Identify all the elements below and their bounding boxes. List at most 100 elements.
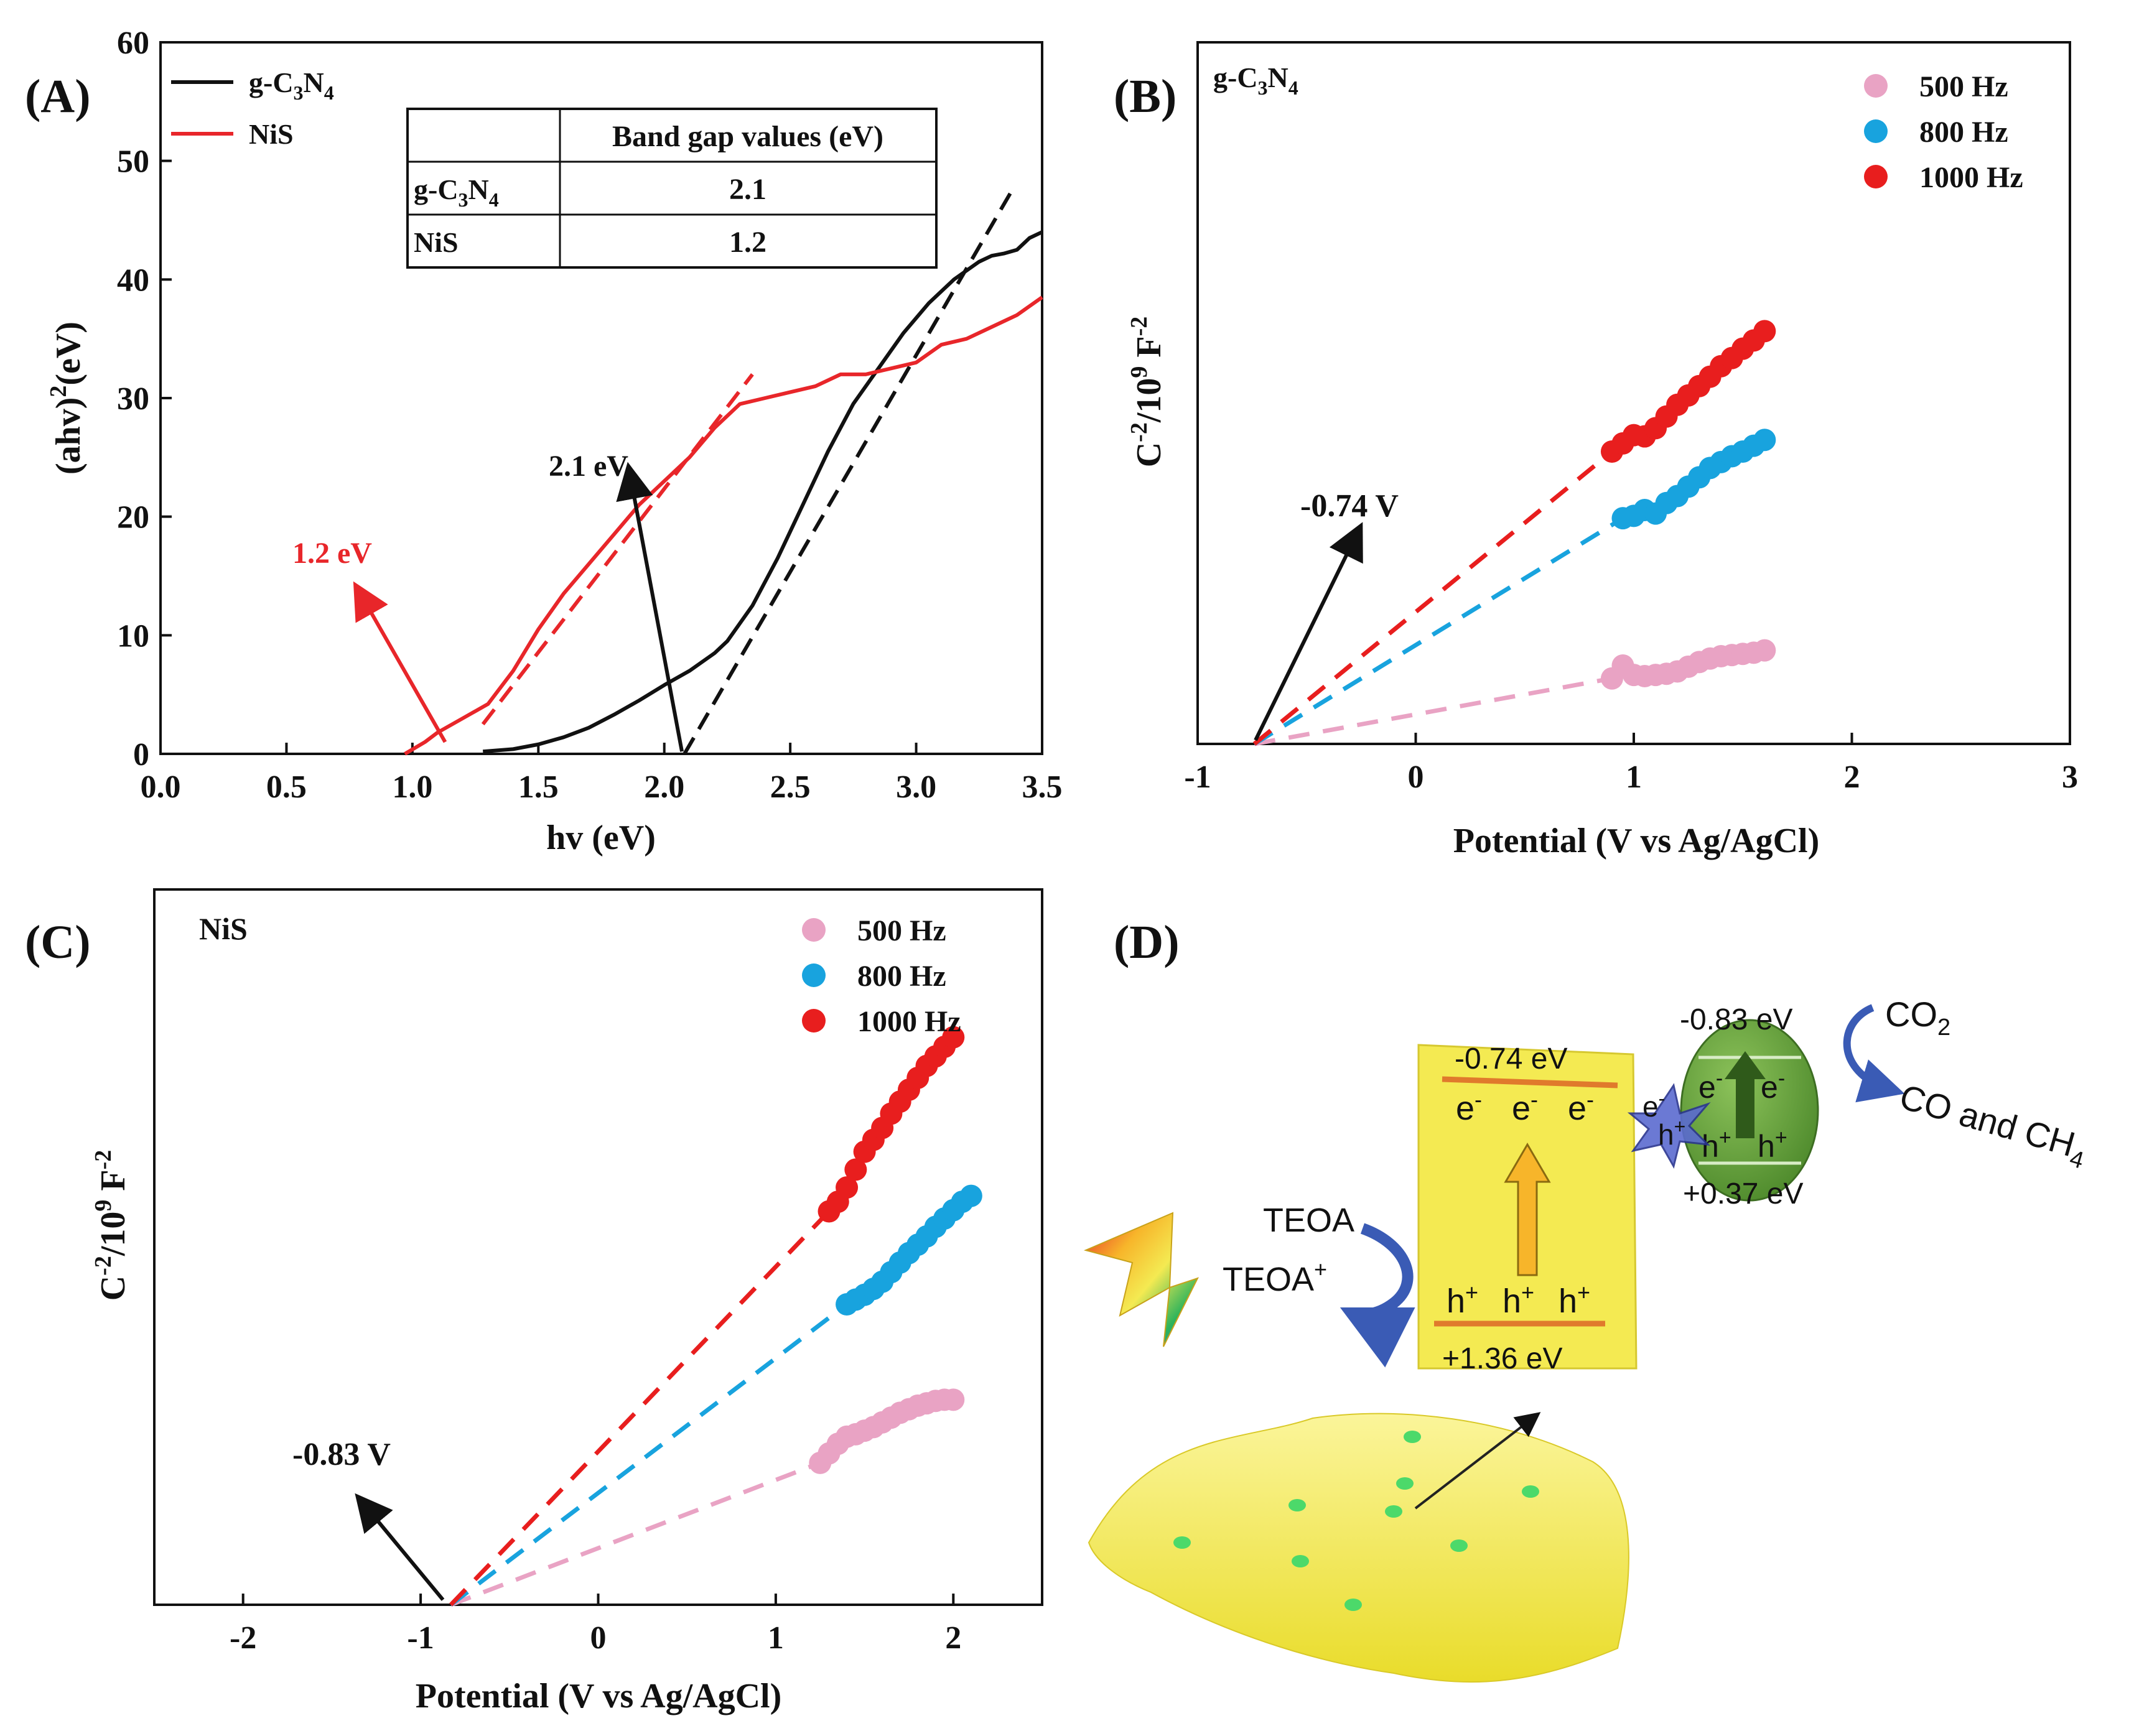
x-tick-label: 0.0: [141, 769, 181, 805]
electron: e-: [1568, 1087, 1594, 1127]
y-tick-label: 20: [117, 500, 149, 536]
panel-d: (D) -0.74 eV +1.36 eV e- e- e-: [1083, 916, 2092, 1683]
nis-particle: [1288, 1499, 1306, 1511]
panel-c-title: NiS: [199, 911, 248, 946]
fit-line-500 Hz: [1254, 676, 1613, 746]
nis-particles: [1173, 1431, 1539, 1611]
x-tick-label: 1.0: [392, 769, 432, 805]
products-label: CO and CH4: [1894, 1077, 2092, 1174]
hole: h+: [1503, 1279, 1534, 1320]
zoom-arrow: [1414, 1412, 1541, 1510]
panel-b-label: (B): [1114, 70, 1176, 123]
data-point: [1753, 639, 1776, 662]
panel-a-series: [404, 230, 1043, 756]
gap-arrow: [616, 462, 684, 752]
hole: h+: [1702, 1126, 1731, 1164]
gap-arrow: [353, 581, 447, 743]
panel-d-label: (D): [1114, 916, 1180, 968]
panel-a-arrows: [353, 462, 684, 752]
light-bolt-icon: [1083, 1212, 1199, 1347]
panel-c-label: (C): [25, 916, 91, 968]
fit-line-1000 Hz: [1252, 450, 1614, 746]
panel-a-ylabel: (ahv)2(eV): [45, 322, 88, 475]
band-gap-table: Band gap values (eV) g-C3N4 2.1 NiS 1.2: [406, 108, 938, 269]
teoa-oxidation-arrow: [1340, 1223, 1415, 1368]
x-tick-label: 3.0: [896, 769, 936, 805]
interface-electron: e-: [1642, 1087, 1665, 1123]
panel-b-legend: 500 Hz 800 Hz 1000 Hz: [1864, 70, 2023, 194]
panel-a-ticks: 0.0 0.5 1.0 1.5 2.0 2.5 3.0 3.5 0 10 20 30 40 50 60: [117, 26, 1063, 805]
x-tick-label: -2: [230, 1620, 256, 1656]
panel-a: (A) 0.0 0.5 1.0 1.5 2.0 2.5 3.0 3.5 0 10 20 30 40 50 6…: [25, 26, 1063, 857]
table-row-value: 2.1: [729, 173, 766, 206]
interface-star-icon: [1627, 1083, 1711, 1169]
excitation-arrow-icon: [1504, 1143, 1551, 1276]
hole: h+: [1447, 1279, 1478, 1320]
legend-marker: [1864, 165, 1888, 188]
data-point: [1753, 320, 1776, 343]
nis-particle: [1396, 1477, 1414, 1490]
electron: e-: [1698, 1067, 1723, 1105]
panel-a-label: (A): [25, 70, 91, 123]
panel-c: (C) NiS -2 -1 0 1 2 500 Hz 800 Hz 1000 Hz -0.8…: [25, 888, 1043, 1715]
nis-holes: h+ h+: [1702, 1126, 1787, 1164]
fit-line-1000 Hz: [449, 1210, 831, 1607]
panel-b-ylabel: C-2/109 F-2: [1126, 317, 1168, 468]
fit-line-800 Hz: [449, 1302, 849, 1607]
nis-transfer-arrow-icon: [1725, 1051, 1766, 1138]
x-tick-label: 2: [1844, 759, 1860, 795]
co2-reduction-arrow: [1843, 1004, 1905, 1103]
legend-label-nis: NiS: [249, 118, 294, 150]
nis-electrons: e- e-: [1698, 1067, 1785, 1105]
x-tick-label: 1: [768, 1620, 784, 1656]
legend-marker: [802, 1009, 826, 1033]
data-point: [836, 1176, 859, 1199]
panel-c-intercept-arrow: [355, 1493, 445, 1601]
x-tick-label: -1: [407, 1620, 434, 1656]
nis-particle: [1173, 1536, 1191, 1549]
data-point: [942, 1388, 965, 1411]
legend-label: 1000 Hz: [1919, 161, 2023, 194]
legend-label: 500 Hz: [857, 914, 946, 947]
panel-c-ylabel: C-2/109 F-2: [90, 1150, 133, 1301]
legend-marker: [1864, 119, 1888, 143]
panel-c-fit-lines: [449, 1210, 849, 1607]
panel-b-intercept-label: -0.74 V: [1300, 488, 1399, 524]
x-tick-label: -1: [1184, 759, 1211, 795]
co2-label: CO2: [1885, 995, 1950, 1041]
table-row-name: g-C3N4: [414, 174, 499, 211]
x-tick-label: 2.5: [770, 769, 811, 805]
y-tick-label: 30: [117, 381, 149, 417]
annotation-gcn-gap: 2.1 eV: [549, 450, 628, 483]
electron: e-: [1456, 1087, 1482, 1127]
legend-label: 1000 Hz: [857, 1005, 961, 1038]
x-tick-label: 2.0: [644, 769, 684, 805]
electron: e-: [1761, 1067, 1785, 1105]
interface-hole: h+: [1658, 1115, 1685, 1151]
y-tick-label: 40: [117, 262, 149, 298]
panel-c-legend: 500 Hz 800 Hz 1000 Hz: [802, 914, 961, 1038]
teoa-ox-label: TEOA+: [1223, 1256, 1327, 1298]
x-tick-label: 2: [945, 1620, 961, 1656]
nis-particle: [1450, 1539, 1468, 1552]
gcn-holes: h+ h+ h+: [1447, 1279, 1590, 1320]
x-tick-label: 1.5: [518, 769, 559, 805]
fit-line-800 Hz: [1253, 516, 1624, 746]
gcn-cb-label: -0.74 eV: [1455, 1042, 1567, 1075]
x-tick-label: 3: [2062, 759, 2078, 795]
panel-a-fit-lines: [481, 189, 1014, 755]
nis-particle: [1385, 1505, 1402, 1518]
panel-b-intercept-arrow: [1254, 522, 1363, 741]
nis-cb-label: -0.83 eV: [1680, 1003, 1792, 1036]
fit-line: [683, 189, 1014, 755]
data-point: [942, 1026, 965, 1049]
panel-b: (B) g-C3N4 -1 0 1 2 3 500 Hz 800 Hz 1000 Hz -0…: [1114, 41, 2078, 860]
annotation-nis-gap: 1.2 eV: [292, 537, 372, 570]
x-tick-label: 0: [590, 1620, 607, 1656]
x-tick-label: 0: [1408, 759, 1424, 795]
panel-a-xlabel: hv (eV): [546, 819, 656, 857]
legend-marker: [1864, 74, 1888, 98]
electron: e-: [1512, 1087, 1538, 1127]
nis-particle: [1404, 1431, 1421, 1443]
